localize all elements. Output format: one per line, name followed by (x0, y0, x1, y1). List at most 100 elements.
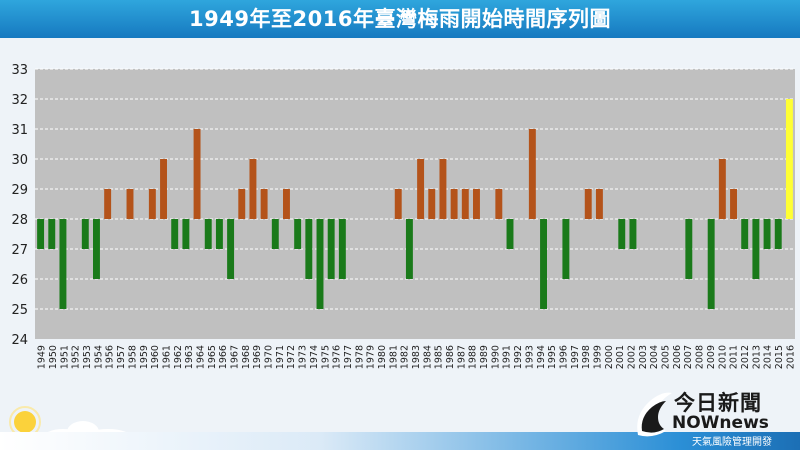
x-tick-label: 2008 (695, 345, 706, 369)
x-tick-label: 1969 (252, 345, 263, 369)
x-tick-label: 1983 (411, 345, 422, 369)
bar-1994 (540, 219, 547, 309)
x-tick-label: 2012 (740, 345, 751, 369)
x-tick-label: 2015 (774, 345, 785, 369)
bar-1982 (405, 219, 413, 279)
x-tick-label: 1995 (547, 345, 558, 369)
bar-1959 (148, 189, 156, 219)
bar-1969 (260, 189, 268, 219)
bar-1981 (394, 189, 402, 219)
x-tick-label: 1967 (230, 345, 241, 369)
x-tick-label: 1971 (275, 345, 286, 369)
bar-1975 (327, 219, 335, 279)
title-banner (0, 0, 800, 38)
x-tick-label: 1961 (161, 345, 172, 369)
x-tick-label: 1979 (366, 345, 377, 369)
x-tick-label: 1956 (105, 345, 116, 369)
y-tick-label: 30 (11, 153, 28, 168)
bar-1996 (562, 219, 570, 279)
bar-1983 (417, 159, 425, 219)
x-tick-label: 1950 (48, 345, 59, 369)
x-tick-label: 1988 (468, 345, 479, 369)
bar-1988 (473, 189, 480, 219)
bar-1955 (104, 189, 112, 219)
y-tick-label: 32 (11, 93, 28, 108)
x-tick-label: 2006 (672, 345, 683, 369)
x-tick-label: 1972 (286, 345, 297, 369)
x-tick-label: 1975 (320, 345, 331, 369)
bar-1960 (160, 159, 167, 219)
x-tick-label: 1953 (82, 345, 93, 369)
x-tick-label: 2005 (661, 345, 672, 369)
x-tick-label: 2001 (615, 345, 626, 369)
brand-name-en: NOWnews (672, 413, 769, 433)
bar-1967 (238, 189, 246, 219)
y-tick-label: 31 (11, 123, 28, 138)
x-tick-label: 1963 (184, 345, 195, 369)
x-tick-label: 1977 (343, 345, 354, 369)
bar-2007 (685, 219, 693, 279)
logo-mark-icon (637, 392, 672, 437)
bar-1950 (48, 219, 56, 249)
bar-1984 (428, 189, 436, 219)
bar-1963 (193, 129, 201, 219)
x-tick-label: 2000 (604, 345, 615, 369)
x-tick-label: 1970 (264, 345, 275, 369)
x-tick-label: 1982 (400, 345, 411, 369)
y-tick-label: 25 (11, 303, 28, 318)
x-tick-label: 1968 (241, 345, 252, 369)
x-tick-label: 1998 (581, 345, 592, 369)
x-tick-label: 1951 (59, 345, 70, 369)
x-tick-label: 1957 (116, 345, 127, 369)
bar-1972 (294, 219, 302, 249)
x-tick-label: 1966 (218, 345, 229, 369)
bar-1954 (93, 219, 100, 279)
bar-2011 (730, 189, 737, 219)
x-tick-label: 1976 (332, 345, 343, 369)
x-tick-label: 2004 (649, 345, 660, 369)
bar-1986 (450, 189, 458, 219)
bar-1974 (316, 219, 324, 309)
brand-logo: 今日新聞 NOWnews 天氣風險管理開發 (632, 385, 800, 449)
y-tick-label: 29 (11, 183, 28, 198)
brand-name-zh: 今日新聞 (674, 391, 762, 415)
x-tick-label: 1980 (377, 345, 388, 369)
bar-1976 (338, 219, 346, 279)
x-tick-label: 1949 (37, 345, 48, 369)
x-tick-label: 2014 (763, 345, 774, 369)
x-tick-label: 1974 (309, 345, 320, 369)
bar-1993 (528, 129, 536, 219)
x-tick-label: 1992 (513, 345, 524, 369)
x-tick-label: 1990 (490, 345, 501, 369)
bar-1971 (283, 189, 290, 219)
bar-1970 (271, 219, 279, 249)
x-tick-label: 2002 (627, 345, 638, 369)
bar-1973 (305, 219, 313, 279)
x-tick-label: 2003 (638, 345, 649, 369)
bars (37, 99, 793, 309)
x-tick-label: 1959 (139, 345, 150, 369)
footer-strip (0, 432, 800, 450)
x-tick-label: 1964 (195, 345, 206, 369)
bar-2012 (741, 219, 749, 249)
x-axis-ticks: 1949 1950 1951 1952 1953 1954 1956 1957 1958 1959… (37, 345, 797, 369)
x-tick-label: 2016 (785, 345, 796, 369)
bar-1966 (227, 219, 235, 279)
bar-2009 (707, 219, 715, 309)
x-tick-label: 1952 (71, 345, 82, 369)
x-tick-label: 1996 (558, 345, 569, 369)
x-tick-label: 1993 (524, 345, 535, 369)
y-tick-label: 33 (11, 63, 28, 78)
x-tick-label: 1960 (150, 345, 161, 369)
bar-1999 (595, 189, 603, 219)
x-tick-label: 2009 (706, 345, 717, 369)
bar-1985 (439, 159, 447, 219)
y-tick-label: 28 (11, 213, 28, 228)
bar-1949 (37, 219, 45, 249)
x-tick-label: 1989 (479, 345, 490, 369)
bar-1964 (204, 219, 212, 249)
bar-1991 (506, 219, 514, 249)
bar-1987 (461, 189, 469, 219)
bar-2013 (752, 219, 760, 279)
